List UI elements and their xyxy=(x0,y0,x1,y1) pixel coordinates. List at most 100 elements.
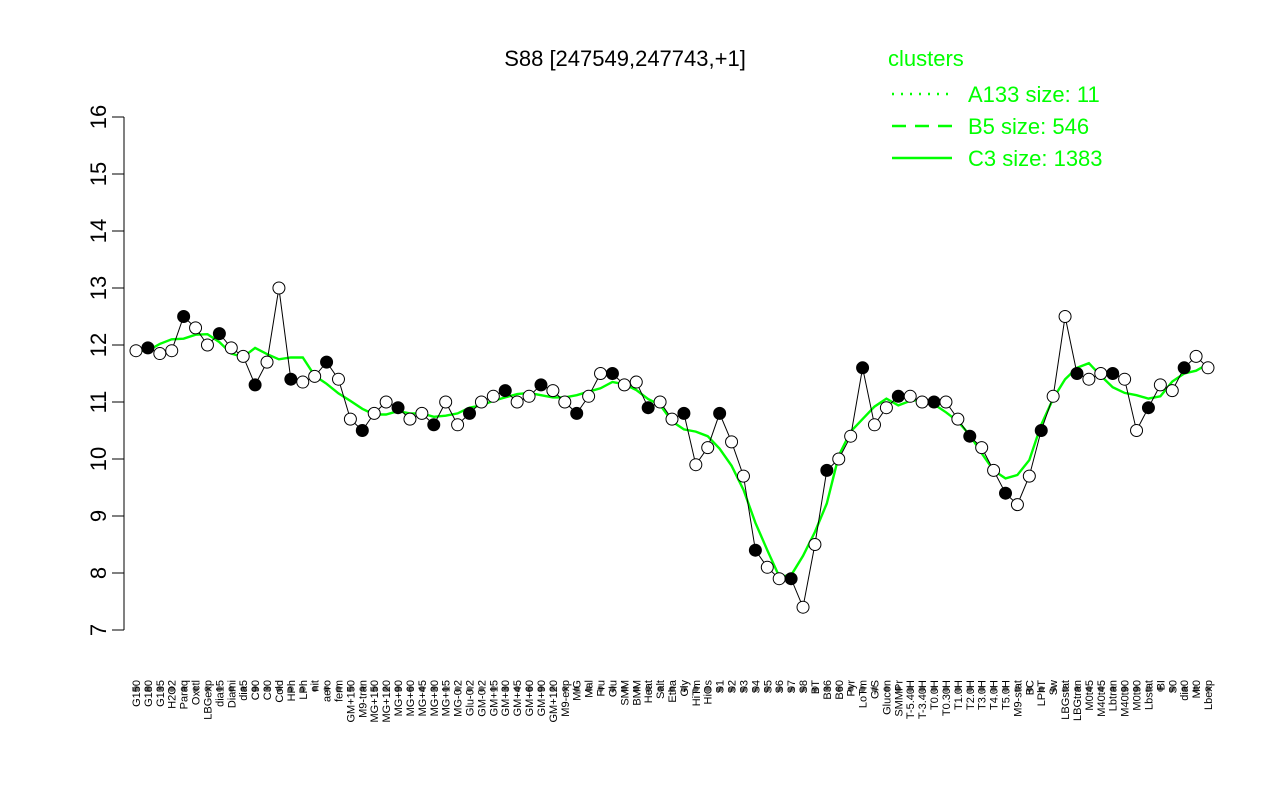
x-tick-label-13: HPh xyxy=(286,680,298,701)
x-tick-label-47: HiTm xyxy=(691,680,703,706)
x-rug-mark-8 xyxy=(228,686,235,692)
x-rug-mark-20 xyxy=(371,686,378,692)
x-tick-label-35: GM+120 xyxy=(548,680,560,723)
x-rug-mark-34 xyxy=(538,686,544,692)
x-tick-label-30: GM+15 xyxy=(488,680,500,716)
x-tick-label-70: T2.0H xyxy=(965,680,977,710)
y-tick-label-8: 15 xyxy=(86,162,111,186)
data-point-81 xyxy=(1094,367,1108,380)
x-tick-label-62: G/S xyxy=(869,680,881,699)
data-point-19 xyxy=(355,424,369,437)
data-point-72 xyxy=(987,463,1001,477)
data-point-17 xyxy=(331,372,345,386)
x-tick-label-27: MG-0.2 xyxy=(453,680,465,717)
x-tick-label-28: Glu-0.2 xyxy=(465,680,477,716)
x-rug-mark-17 xyxy=(335,686,342,692)
x-tick-label-31: GM+30 xyxy=(500,680,512,716)
x-rug-mark-26 xyxy=(442,686,449,692)
x-rug-mark-61 xyxy=(859,686,866,692)
data-point-28 xyxy=(463,406,477,420)
data-point-80 xyxy=(1082,372,1096,386)
data-point-90 xyxy=(1201,361,1215,375)
data-point-41 xyxy=(617,378,631,392)
x-rug-mark-86 xyxy=(1157,686,1164,692)
x-rug-mark-81 xyxy=(1097,686,1104,692)
data-point-18 xyxy=(343,412,357,426)
data-point-2 xyxy=(153,347,167,361)
x-tick-label-79: LBGtran xyxy=(1072,680,1084,721)
data-point-1 xyxy=(141,341,155,355)
data-point-43 xyxy=(641,401,655,415)
x-axis: G150 G180 G135 H2O2 Paraq Oxctl LBGexp dia15 Dia… xyxy=(131,679,1215,722)
y-axis: 7 8 9 10 11 12 13 14 15 16 xyxy=(86,105,125,636)
x-tick-label-72: T4.0H xyxy=(989,680,1001,710)
x-tick-label-66: T-3.40H xyxy=(917,680,929,719)
data-point-70 xyxy=(963,429,977,443)
x-tick-label-59: B60 xyxy=(834,680,846,700)
y-tick-label-0: 7 xyxy=(86,624,111,636)
data-point-42 xyxy=(629,375,643,389)
x-rug-mark-12 xyxy=(276,686,282,692)
x-rug-mark-54 xyxy=(776,686,783,692)
data-point-55 xyxy=(784,572,798,586)
x-tick-label-81: M40t45 xyxy=(1096,680,1108,717)
x-rug-mark-39 xyxy=(597,686,604,692)
data-point-50 xyxy=(725,435,739,449)
x-tick-label-9: dia5 xyxy=(238,680,250,701)
x-tick-label-80: M0t45 xyxy=(1084,680,1096,711)
x-rug-mark-73 xyxy=(1002,686,1009,692)
data-point-84 xyxy=(1130,424,1144,437)
data-point-13 xyxy=(284,372,298,386)
legend-title: clusters xyxy=(888,46,964,71)
x-rug-mark-16 xyxy=(323,686,330,692)
data-point-3 xyxy=(165,344,179,358)
x-rug-mark-88 xyxy=(1181,686,1188,692)
data-point-24 xyxy=(415,406,429,420)
x-tick-label-41: SMM xyxy=(619,680,631,706)
x-tick-label-61: LoTm xyxy=(858,680,870,708)
y-tick-label-3: 10 xyxy=(86,447,111,471)
x-tick-label-54: S6 xyxy=(774,680,786,693)
data-point-64 xyxy=(891,389,905,403)
data-point-46 xyxy=(677,406,691,420)
x-rug-mark-29 xyxy=(478,686,485,692)
x-tick-label-26: MG+15 xyxy=(441,680,453,716)
x-tick-label-6: LBGexp xyxy=(202,680,214,720)
cluster-line-c3 xyxy=(136,332,1209,578)
data-point-82 xyxy=(1106,367,1120,380)
data-point-37 xyxy=(570,406,584,420)
x-tick-label-38: Mal xyxy=(584,680,596,698)
x-tick-label-85: Lbstat xyxy=(1143,680,1155,710)
data-point-34 xyxy=(534,378,548,392)
x-rug-mark-49 xyxy=(716,686,723,692)
x-rug-mark-6 xyxy=(204,686,211,692)
y-tick-label-7: 14 xyxy=(86,219,111,243)
x-tick-label-1: G180 xyxy=(143,680,155,707)
x-tick-label-3: H2O2 xyxy=(167,680,179,709)
data-point-88 xyxy=(1177,361,1191,375)
x-rug-mark-22 xyxy=(395,686,401,692)
data-point-49 xyxy=(713,406,727,420)
x-tick-label-21: MG+120 xyxy=(381,680,393,723)
x-tick-label-90: Lbexp xyxy=(1203,680,1215,710)
x-tick-label-68: T0.30H xyxy=(941,680,953,716)
x-rug-mark-24 xyxy=(418,686,425,692)
x-rug-mark-56 xyxy=(800,686,806,692)
data-point-75 xyxy=(1022,469,1036,483)
x-tick-label-0: G150 xyxy=(131,680,143,707)
data-point-59 xyxy=(832,452,846,466)
data-point-33 xyxy=(522,389,536,403)
x-rug-mark-42 xyxy=(633,686,640,692)
x-tick-label-8: Diami xyxy=(226,680,238,708)
x-rug-mark-32 xyxy=(514,686,521,692)
chart-title: S88 [247549,247743,+1] xyxy=(504,46,746,71)
x-rug-mark-57 xyxy=(812,686,818,692)
x-tick-label-20: MG+150 xyxy=(369,680,381,723)
data-point-7 xyxy=(212,327,226,341)
x-rug-mark-67 xyxy=(931,686,937,692)
x-rug-mark-50 xyxy=(728,686,735,692)
x-rug-mark-66 xyxy=(919,686,926,692)
data-point-61 xyxy=(856,361,870,375)
x-rug-mark-9 xyxy=(240,686,247,692)
x-rug-mark-21 xyxy=(383,686,390,692)
